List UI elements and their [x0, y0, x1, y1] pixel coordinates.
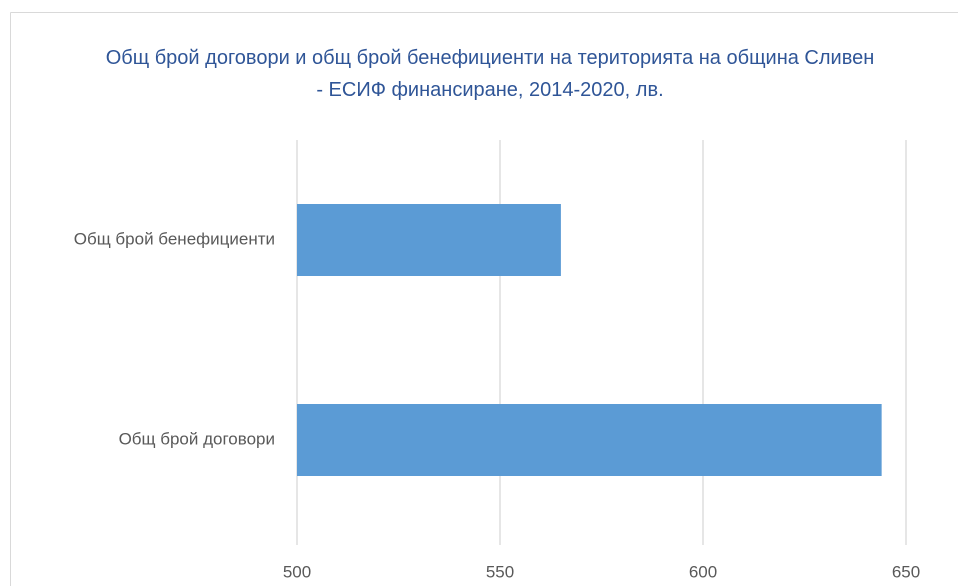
y-tick-label: Общ брой договори	[119, 429, 275, 448]
bar	[297, 204, 561, 276]
chart-title: Общ брой договори и общ брой бенефициент…	[105, 47, 875, 101]
x-tick-label: 500	[283, 562, 311, 581]
x-tick-label: 550	[486, 562, 514, 581]
y-tick-label: Общ брой бенефициенти	[74, 229, 275, 248]
bar	[297, 404, 882, 476]
x-tick-label: 650	[892, 562, 920, 581]
x-tick-label: 600	[689, 562, 717, 581]
